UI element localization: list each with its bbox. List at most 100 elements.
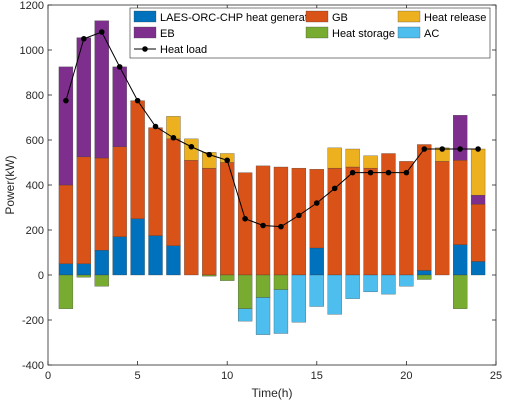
legend-label-gb: GB xyxy=(332,12,348,24)
bar-ac-17 xyxy=(345,274,360,299)
y-tick-label-200: 200 xyxy=(26,225,44,237)
heat-load-point-1 xyxy=(63,97,69,104)
bar-gb-4 xyxy=(112,146,127,237)
x-tick-label-25: 25 xyxy=(490,370,502,382)
heat-load-point-5 xyxy=(134,97,141,104)
heat-load-point-2 xyxy=(81,35,87,42)
bar-gb-14 xyxy=(291,167,307,276)
legend-swatch-eb xyxy=(133,26,157,39)
bar-laes-orc-chp-heat-generation-5 xyxy=(130,218,145,276)
bar-laes-orc-chp-heat-generation-23 xyxy=(453,244,468,276)
bar-heat-storage-12 xyxy=(255,274,271,298)
bar-gb-6 xyxy=(148,127,163,236)
bar-ac-14 xyxy=(291,274,307,323)
bar-eb-1 xyxy=(58,66,74,186)
bar-ac-18 xyxy=(363,274,378,293)
bar-gb-5 xyxy=(130,100,145,219)
bar-gb-23 xyxy=(453,160,468,245)
x-tick-label-0: 0 xyxy=(45,370,51,382)
heat-load-point-7 xyxy=(170,134,177,141)
heat-load-line-group xyxy=(63,29,481,230)
bar-laes-orc-chp-heat-generation-21 xyxy=(417,270,432,276)
x-axis-label: Time(h) xyxy=(252,386,293,400)
bar-heat-storage-3 xyxy=(94,274,109,287)
legend-marker-heat-load xyxy=(142,46,148,52)
legend-label-heat-storage: Heat storage xyxy=(332,28,395,40)
bar-heat-release-24 xyxy=(470,148,486,196)
bar-gb-21 xyxy=(417,144,432,271)
heat-load-point-14 xyxy=(296,212,302,219)
bar-laes-orc-chp-heat-generation-4 xyxy=(112,236,127,276)
bar-gb-15 xyxy=(309,169,324,249)
y-tick-label-0: 0 xyxy=(38,270,44,282)
heat-load-point-18 xyxy=(367,169,374,176)
bar-laes-orc-chp-heat-generation-24 xyxy=(470,261,486,276)
bar-gb-3 xyxy=(94,157,109,251)
bar-gb-17 xyxy=(345,166,360,276)
bar-ac-12 xyxy=(255,297,271,335)
legend-label-laes-orc-chp-heat-generation: LAES-ORC-CHP heat generation xyxy=(160,12,322,24)
legend: LAES-ORC-CHP heat generation GB Heat relea… xyxy=(129,7,491,59)
heat-load-point-15 xyxy=(314,200,320,206)
bar-heat-storage-13 xyxy=(273,274,289,290)
legend-label-heat-release: Heat release xyxy=(424,12,486,24)
bar-heat-release-18 xyxy=(363,155,378,169)
bar-heat-storage-2 xyxy=(76,274,91,278)
heat-load-point-17 xyxy=(349,169,356,176)
heat-load-point-9 xyxy=(206,151,213,158)
bar-gb-24 xyxy=(470,203,486,262)
bar-ac-11 xyxy=(237,308,253,322)
bar-eb-4 xyxy=(112,66,127,147)
bar-heat-storage-11 xyxy=(237,274,253,309)
heat-load-point-22 xyxy=(439,146,446,152)
legend-label-eb: EB xyxy=(160,28,175,40)
bar-heat-release-16 xyxy=(327,147,342,169)
bar-gb-1 xyxy=(58,184,74,264)
x-tick-label-5: 5 xyxy=(135,370,141,382)
heat-load-point-11 xyxy=(242,215,248,222)
bar-ac-16 xyxy=(327,274,342,315)
heat-load-point-10 xyxy=(224,157,230,164)
y-tick-label-800: 800 xyxy=(26,90,44,102)
bar-eb-3 xyxy=(94,20,109,159)
heat-load-point-8 xyxy=(188,143,195,150)
bar-gb-7 xyxy=(166,138,181,246)
bar-heat-storage-23 xyxy=(453,274,468,309)
bar-ac-15 xyxy=(309,274,324,307)
legend-swatch-laes-orc-chp-heat-generation xyxy=(133,10,157,23)
bar-heat-storage-9 xyxy=(202,274,217,277)
heat-load-point-3 xyxy=(98,29,105,35)
bar-laes-orc-chp-heat-generation-1 xyxy=(58,263,74,276)
bar-heat-storage-21 xyxy=(417,274,432,280)
y-tick-label-1200: 1200 xyxy=(20,0,44,12)
bar-gb-10 xyxy=(220,162,235,276)
x-tick-label-15: 15 xyxy=(311,370,323,382)
bar-gb-12 xyxy=(255,165,271,276)
bar-laes-orc-chp-heat-generation-7 xyxy=(166,245,181,276)
bar-gb-20 xyxy=(399,161,414,276)
legend-label-heat-load: Heat load xyxy=(160,44,207,56)
y-tick-label-400: 400 xyxy=(26,180,44,192)
bar-gb-8 xyxy=(184,160,199,276)
x-tick-label-20: 20 xyxy=(400,370,412,382)
y-tick-label--200: -200 xyxy=(22,315,44,327)
heat-load-point-21 xyxy=(421,146,428,152)
legend-swatch-heat-storage xyxy=(305,26,329,39)
bar-laes-orc-chp-heat-generation-2 xyxy=(76,263,91,276)
y-axis-label: Power(kW) xyxy=(3,155,17,214)
bar-heat-storage-1 xyxy=(58,274,74,309)
bar-ac-20 xyxy=(399,274,414,287)
bar-eb-24 xyxy=(470,194,486,205)
y-tick-label--400: -400 xyxy=(22,360,44,372)
legend-label-ac: AC xyxy=(424,28,439,40)
heat-load-point-12 xyxy=(260,222,266,229)
legend-swatch-heat-release xyxy=(397,10,421,23)
bar-gb-13 xyxy=(273,166,289,276)
heat-load-line xyxy=(65,31,479,228)
bar-laes-orc-chp-heat-generation-6 xyxy=(148,235,163,276)
bar-laes-orc-chp-heat-generation-15 xyxy=(309,247,324,276)
bar-gb-9 xyxy=(202,167,217,276)
bar-gb-22 xyxy=(435,161,450,276)
bar-gb-18 xyxy=(363,167,378,276)
